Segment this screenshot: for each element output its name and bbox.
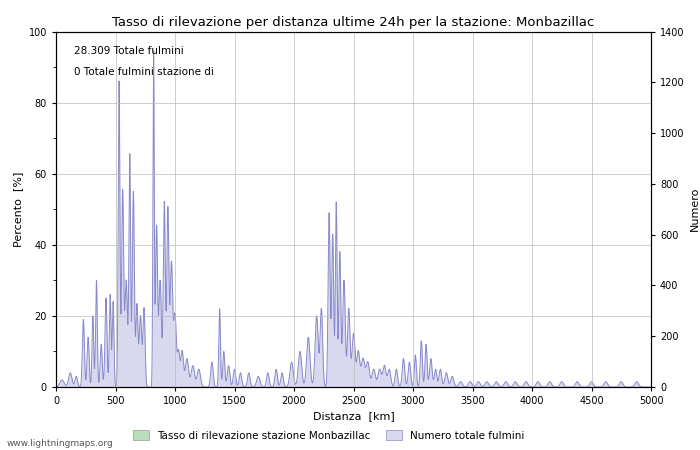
Y-axis label: Percento  [%]: Percento [%]	[13, 171, 23, 247]
Y-axis label: Numero: Numero	[690, 187, 700, 231]
Text: 28.309 Totale fulmini: 28.309 Totale fulmini	[74, 46, 183, 56]
Legend: Tasso di rilevazione stazione Monbazillac, Numero totale fulmini: Tasso di rilevazione stazione Monbazilla…	[130, 426, 528, 445]
X-axis label: Distanza  [km]: Distanza [km]	[313, 412, 394, 422]
Text: 0 Totale fulmini stazione di: 0 Totale fulmini stazione di	[74, 67, 214, 77]
Title: Tasso di rilevazione per distanza ultime 24h per la stazione: Monbazillac: Tasso di rilevazione per distanza ultime…	[112, 16, 595, 29]
Text: www.lightningmaps.org: www.lightningmaps.org	[7, 439, 113, 448]
